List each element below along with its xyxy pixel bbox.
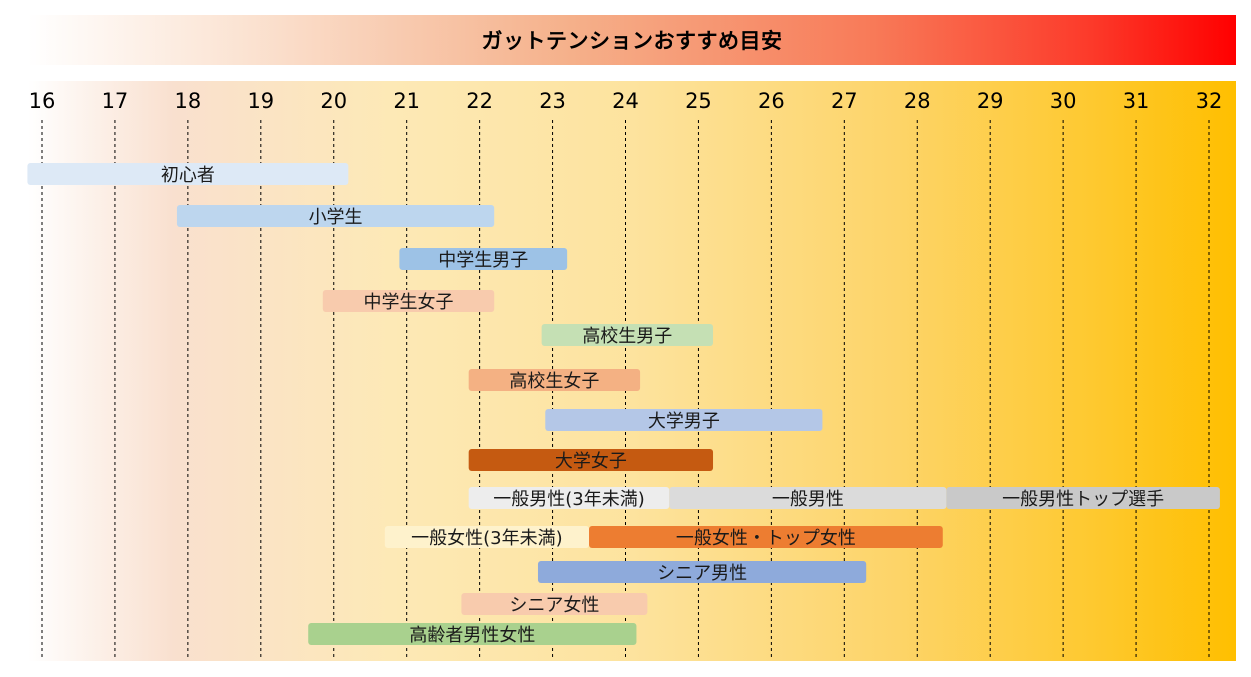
- bar-label: 一般女性・トップ女性: [676, 528, 856, 549]
- x-tick-label: 16: [29, 89, 56, 113]
- bar-label: 一般女性(3年未満): [411, 528, 563, 549]
- title-bar: ガットテンションおすすめ目安: [28, 15, 1236, 65]
- range-bar: [399, 248, 568, 270]
- range-bar: [537, 561, 867, 583]
- x-tick-label: 21: [393, 89, 420, 113]
- range-bar: [545, 409, 823, 431]
- x-tick-label: 25: [685, 89, 712, 113]
- x-tick-label: 18: [175, 89, 202, 113]
- bar-label: 一般男性: [772, 489, 844, 510]
- bar-label: 中学生男子: [438, 250, 528, 271]
- range-bar: [946, 487, 1220, 509]
- x-tick-label: 31: [1123, 89, 1150, 113]
- x-tick-label: 28: [904, 89, 931, 113]
- x-tick-label: 23: [539, 89, 566, 113]
- range-bar: [468, 369, 641, 391]
- range-bar: [541, 324, 714, 346]
- range-bar: [176, 205, 495, 227]
- x-tick-label: 17: [102, 89, 129, 113]
- range-bar: [461, 593, 648, 615]
- range-bar: [589, 526, 943, 548]
- bar-label: 高齢者男性女性: [409, 625, 535, 646]
- x-tick-label: 32: [1196, 89, 1223, 113]
- chart-title: ガットテンションおすすめ目安: [481, 29, 783, 53]
- bar-label: 中学生女子: [364, 292, 454, 313]
- range-bar: [308, 623, 637, 645]
- bar-label: 小学生: [309, 207, 363, 228]
- bar-label: 一般男性トップ選手: [1002, 489, 1164, 510]
- range-bar: [669, 487, 947, 509]
- bar-label: 大学男子: [648, 411, 720, 432]
- bar-label: シニア男性: [657, 563, 747, 584]
- x-tick-label: 29: [977, 89, 1004, 113]
- range-bar: [468, 487, 670, 509]
- bar-label: 一般男性(3年未満): [493, 489, 645, 510]
- bar-label: 高校生女子: [509, 371, 599, 392]
- x-axis-ticks: 16 17 18 19 20 21 22 23 24 25 26 27 28 29 30 31 32: [29, 89, 1223, 113]
- range-bar: [27, 163, 349, 185]
- bar-label: 高校生男子: [582, 326, 672, 347]
- x-tick-label: 30: [1050, 89, 1077, 113]
- range-bar: [322, 290, 495, 312]
- bar-label: シニア女性: [509, 595, 599, 616]
- x-tick-label: 27: [831, 89, 858, 113]
- range-bar: [468, 449, 714, 471]
- x-tick-label: 22: [466, 89, 493, 113]
- bar-label: 初心者: [161, 165, 215, 186]
- x-tick-label: 19: [247, 89, 274, 113]
- x-tick-label: 20: [320, 89, 347, 113]
- x-tick-label: 24: [612, 89, 639, 113]
- bars: 初心者小学生中学生男子中学生女子高校生男子高校生女子大学男子大学女子一般男性(3…: [27, 163, 1220, 646]
- bar-label: 大学女子: [555, 451, 627, 472]
- range-bar: [384, 526, 590, 548]
- x-tick-label: 26: [758, 89, 785, 113]
